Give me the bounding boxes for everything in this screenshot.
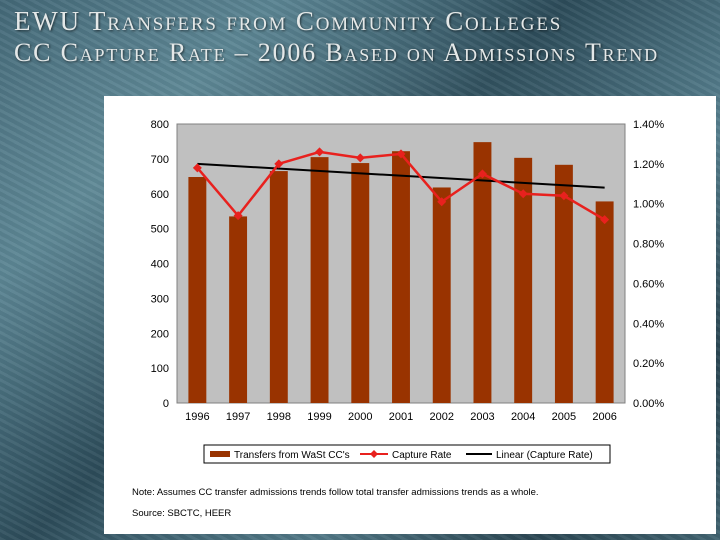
bar-1999 <box>310 157 329 403</box>
legend-marker-capture <box>370 450 378 458</box>
x-tick-label: 2004 <box>511 411 535 423</box>
right-tick-label: 1.40% <box>633 119 664 131</box>
legend-label-trend: Linear (Capture Rate) <box>496 450 593 461</box>
capture-marker-1997 <box>233 211 243 221</box>
bar-1998 <box>269 171 288 403</box>
x-tick-label: 1998 <box>267 411 291 423</box>
bar-2006 <box>595 201 614 403</box>
bar-2005 <box>554 164 573 403</box>
transfers-capture-chart: 800 700 600 500 400 300 200 100 0 1.40% 1.20% 1.00%… <box>151 119 664 464</box>
page-title: EWU Transfers from Community Colleges <box>14 6 563 36</box>
bar-2001 <box>392 151 410 403</box>
bar-2002 <box>432 187 451 403</box>
x-tick-label: 2002 <box>429 411 453 423</box>
left-tick-label: 500 <box>151 224 169 236</box>
page-subtitle: CC Capture Rate – 2006 Based on Admissio… <box>14 38 659 67</box>
left-tick-label: 100 <box>151 363 169 375</box>
x-tick-label: 2003 <box>470 411 494 423</box>
right-tick-label: 1.20% <box>633 159 664 171</box>
left-tick-label: 0 <box>163 398 169 410</box>
chart-card: 800 700 600 500 400 300 200 100 0 1.40% 1.20% 1.00%… <box>104 96 716 534</box>
capture-marker-2000 <box>355 153 365 163</box>
chart-note: Note: Assumes CC transfer admissions tre… <box>132 487 539 498</box>
legend-label-capture: Capture Rate <box>392 450 452 461</box>
bar-2000 <box>351 163 370 403</box>
chart-source: Source: SBCTC, HEER <box>132 508 232 519</box>
capture-marker-2001 <box>396 149 406 159</box>
x-tick-label: 1999 <box>307 411 331 423</box>
capture-marker-2006 <box>600 215 610 225</box>
bar-2003 <box>473 142 492 403</box>
left-tick-label: 800 <box>151 119 169 131</box>
legend-label-transfers: Transfers from WaSt CC's <box>234 450 350 461</box>
x-tick-label: 2005 <box>552 411 576 423</box>
left-tick-label: 300 <box>151 293 169 305</box>
x-tick-label: 2006 <box>592 411 616 423</box>
capture-marker-2002 <box>437 197 447 207</box>
x-tick-label: 1996 <box>185 411 209 423</box>
left-tick-label: 700 <box>151 154 169 166</box>
bar-2004 <box>514 157 533 403</box>
capture-marker-1998 <box>274 159 284 169</box>
right-tick-label: 0.40% <box>633 318 664 330</box>
legend-box <box>203 444 611 464</box>
capture-marker-2005 <box>559 191 569 201</box>
right-tick-label: 0.00% <box>633 398 664 410</box>
bar-1996 <box>188 177 207 403</box>
capture-marker-1996 <box>192 163 202 173</box>
left-tick-label: 600 <box>151 189 169 201</box>
capture-marker-2004 <box>518 189 528 199</box>
right-tick-label: 1.00% <box>633 199 664 211</box>
right-tick-label: 0.80% <box>633 239 664 251</box>
legend-swatch-transfers <box>210 451 230 457</box>
capture-marker-1999 <box>315 147 325 157</box>
bar-1997 <box>229 216 248 403</box>
left-tick-label: 400 <box>151 259 169 271</box>
left-tick-label: 200 <box>151 328 169 340</box>
x-tick-label: 2000 <box>348 411 372 423</box>
right-tick-label: 0.60% <box>633 278 664 290</box>
trendline <box>197 162 605 189</box>
x-tick-label: 1997 <box>226 411 250 423</box>
x-tick-label: 2001 <box>389 411 413 423</box>
capture-marker-2003 <box>477 169 487 179</box>
right-tick-label: 0.20% <box>633 358 664 370</box>
